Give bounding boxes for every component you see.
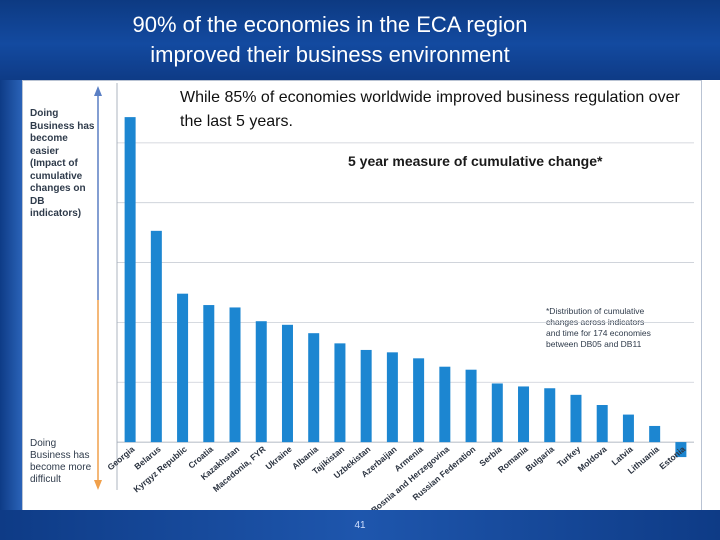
bar <box>281 324 293 443</box>
bar <box>334 343 346 443</box>
bar <box>124 117 136 443</box>
y-top-label: Doing Business has become easier (Impact… <box>30 108 95 219</box>
bar <box>150 230 162 443</box>
bar <box>439 366 451 443</box>
bar <box>308 333 320 443</box>
bar <box>255 321 267 443</box>
category-tick-label: Ukraine <box>263 444 294 472</box>
bar <box>465 369 477 443</box>
chart-title: 5 year measure of cumulative change* <box>348 153 603 169</box>
bar <box>491 383 503 443</box>
arrow-up-icon <box>94 86 102 96</box>
page-number: 41 <box>354 520 366 531</box>
slide-subtitle: While 85% of economies worldwide improve… <box>180 89 680 130</box>
slide-footer <box>0 510 720 540</box>
bar <box>518 386 530 443</box>
bar <box>596 405 608 443</box>
bar <box>675 442 687 458</box>
category-tick-label: Moldova <box>576 444 609 474</box>
bar <box>386 352 398 443</box>
slide-title: 90% of the economies in the ECA region i… <box>132 12 528 67</box>
side-strip <box>0 80 22 510</box>
category-tick-label: Georgia <box>105 444 136 472</box>
bar <box>622 414 634 443</box>
bar <box>177 293 189 443</box>
bar <box>229 307 241 443</box>
bar <box>649 425 661 443</box>
category-tick-label: Bulgaria <box>524 444 557 474</box>
bar <box>544 388 556 443</box>
arrow-down-icon <box>94 480 102 490</box>
bar <box>413 358 425 443</box>
category-tick-label: Estonia <box>657 444 687 472</box>
bar <box>360 349 372 443</box>
slide-header: 90% of the economies in the ECA region i… <box>0 0 720 80</box>
chart-footnote: *Distribution of cumulative changes acro… <box>546 306 651 349</box>
bar <box>203 305 215 443</box>
category-tick-label: Romania <box>496 444 530 475</box>
bar <box>570 394 582 443</box>
y-bottom-label: Doing Business has become more difficult <box>30 438 92 485</box>
